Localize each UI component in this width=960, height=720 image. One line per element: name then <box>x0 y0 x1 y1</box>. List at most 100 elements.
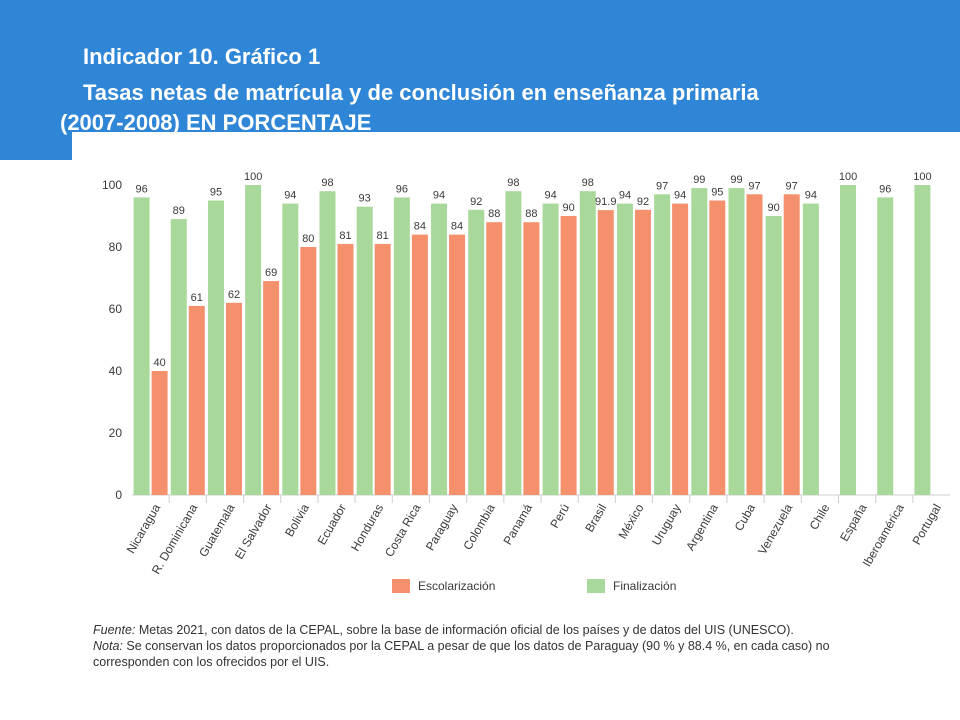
category-label: Nicaragua <box>124 501 164 556</box>
bar-escolarizacion <box>746 194 763 496</box>
data-label-finalizacion: 99 <box>693 174 705 186</box>
bar-escolarizacion <box>374 243 391 495</box>
bar-escolarizacion <box>449 234 466 495</box>
data-label-escolarizacion: 80 <box>302 233 314 245</box>
slide-title-line-3: (2007-2008) EN PORCENTAJE <box>60 110 372 135</box>
data-label-finalizacion: 98 <box>321 177 333 189</box>
data-label-escolarizacion: 88 <box>525 208 537 220</box>
bar-finalizacion <box>802 203 819 495</box>
legend-swatch <box>392 579 410 593</box>
bar-escolarizacion <box>560 216 577 495</box>
nota-text: Se conservan los datos proporcionados po… <box>122 639 830 653</box>
data-label-finalizacion: 96 <box>396 183 408 195</box>
slide-title-line-1: Indicador 10. Gráfico 1 <box>83 44 321 69</box>
chart-panel: 0 20 40 60 80 100 96 40 Nicaragua 89 61 R. Dominica… <box>72 132 960 720</box>
bar-finalizacion <box>393 197 410 495</box>
bar-finalizacion <box>356 206 373 495</box>
bar-finalizacion <box>877 197 894 495</box>
category-label: Panamá <box>501 501 536 547</box>
bar-escolarizacion <box>672 203 689 495</box>
data-label-escolarizacion: 62 <box>228 289 240 301</box>
data-label-escolarizacion: 97 <box>786 180 798 192</box>
chart-notes: Fuente: Metas 2021, con datos de la CEPA… <box>93 622 923 670</box>
data-label-finalizacion: 94 <box>619 190 631 202</box>
data-label-finalizacion: 97 <box>656 180 668 192</box>
source-text: Metas 2021, con datos de la CEPAL, sobre… <box>135 623 794 637</box>
bar-escolarizacion <box>523 222 540 495</box>
bar-finalizacion <box>207 200 224 495</box>
bar-finalizacion <box>654 194 671 496</box>
y-tick-label: 80 <box>109 240 123 254</box>
category-label: Venezuela <box>755 501 795 557</box>
bar-finalizacion <box>282 203 299 495</box>
legend-label: Escolarización <box>418 579 495 593</box>
bar-finalizacion <box>133 197 150 495</box>
category-label: Brasil <box>582 502 609 535</box>
category-label: El Salvador <box>232 502 275 562</box>
nota-label: Nota: <box>93 639 123 653</box>
source-label: Fuente: <box>93 623 136 637</box>
category-label: España <box>837 501 870 544</box>
category-label: Honduras <box>348 502 386 554</box>
data-label-finalizacion: 94 <box>284 190 296 202</box>
data-label-escolarizacion: 91.9 <box>595 196 616 208</box>
data-label-escolarizacion: 92 <box>637 196 649 208</box>
data-label-finalizacion: 100 <box>839 171 857 183</box>
bar-escolarizacion <box>783 194 800 496</box>
bar-finalizacion <box>914 185 931 495</box>
bar-escolarizacion <box>188 305 205 495</box>
category-label: Paraguay <box>423 502 461 553</box>
bar-escolarizacion <box>151 371 168 495</box>
y-tick-label: 60 <box>109 302 123 316</box>
bar-finalizacion <box>691 188 708 495</box>
bar-finalizacion <box>319 191 336 495</box>
category-label: Bolivia <box>282 501 312 539</box>
data-label-escolarizacion: 90 <box>562 202 574 214</box>
bar-escolarizacion <box>225 302 242 495</box>
data-label-finalizacion: 96 <box>135 183 147 195</box>
data-label-escolarizacion: 97 <box>748 180 760 192</box>
category-label: Costa Rica <box>382 501 424 559</box>
bar-finalizacion <box>840 185 857 495</box>
data-label-escolarizacion: 40 <box>153 357 165 369</box>
data-label-escolarizacion: 84 <box>414 221 426 233</box>
data-label-finalizacion: 94 <box>544 190 556 202</box>
data-label-escolarizacion: 94 <box>674 190 686 202</box>
data-label-escolarizacion: 61 <box>191 292 203 304</box>
category-label: Argentina <box>683 501 721 553</box>
category-label: Chile <box>807 501 833 532</box>
bar-finalizacion <box>505 191 522 495</box>
bar-finalizacion <box>245 185 262 495</box>
data-label-finalizacion: 94 <box>433 190 445 202</box>
category-label: Portugal <box>910 502 944 548</box>
data-label-finalizacion: 94 <box>805 190 817 202</box>
y-tick-label: 40 <box>109 364 123 378</box>
data-label-finalizacion: 98 <box>507 177 519 189</box>
data-label-finalizacion: 90 <box>768 202 780 214</box>
bar-finalizacion <box>579 191 596 495</box>
category-label: Cuba <box>732 501 759 533</box>
category-label: Perú <box>547 502 572 531</box>
category-label: Guatemala <box>196 501 238 559</box>
bar-escolarizacion <box>337 243 354 495</box>
data-label-finalizacion: 93 <box>359 193 371 205</box>
bar-escolarizacion <box>300 247 317 495</box>
bar-escolarizacion <box>263 281 280 495</box>
bar-escolarizacion <box>486 222 503 495</box>
data-label-escolarizacion: 84 <box>451 221 463 233</box>
data-label-finalizacion: 92 <box>470 196 482 208</box>
nota-note: Nota: Se conservan los datos proporciona… <box>93 638 923 654</box>
bar-escolarizacion <box>634 209 651 496</box>
data-label-escolarizacion: 88 <box>488 208 500 220</box>
y-tick-label: 100 <box>102 178 122 192</box>
y-tick-label: 0 <box>115 488 122 502</box>
data-label-escolarizacion: 69 <box>265 267 277 279</box>
category-label: Ecuador <box>315 502 349 548</box>
category-label: Uruguay <box>649 502 684 548</box>
bar-finalizacion <box>765 216 782 495</box>
nota-note-continued: corresponden con los ofrecidos por el UI… <box>93 655 330 669</box>
data-label-finalizacion: 98 <box>582 177 594 189</box>
bar-finalizacion <box>616 203 633 495</box>
category-label: Colombia <box>460 501 498 552</box>
